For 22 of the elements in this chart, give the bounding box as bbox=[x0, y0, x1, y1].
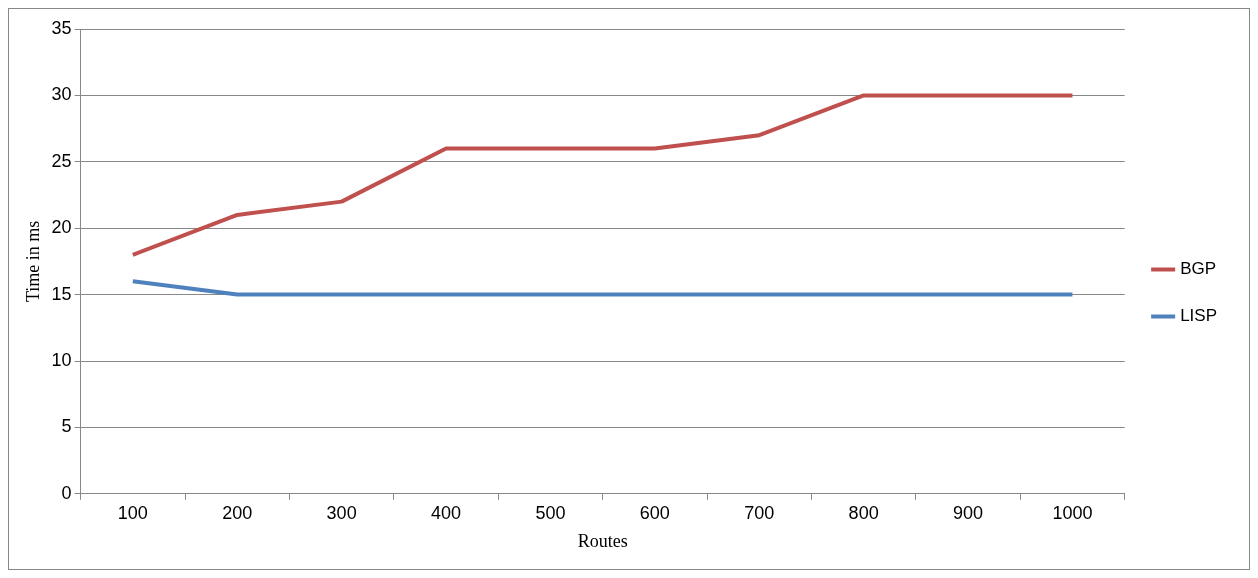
x-tick-label: 200 bbox=[222, 502, 253, 523]
x-tick-label: 400 bbox=[431, 502, 462, 523]
x-tick-label: 700 bbox=[744, 502, 775, 523]
x-tick-label: 1000 bbox=[1052, 502, 1093, 523]
y-tick-label: 15 bbox=[51, 283, 72, 304]
y-tick-label: 10 bbox=[51, 349, 72, 370]
x-tick-label: 300 bbox=[326, 502, 357, 523]
x-tick-label: 600 bbox=[639, 502, 670, 523]
legend-label: BGP bbox=[1180, 259, 1217, 279]
x-tick-label: 500 bbox=[535, 502, 566, 523]
y-axis-title: Time in ms bbox=[22, 220, 43, 303]
y-tick-label: 30 bbox=[51, 84, 72, 105]
y-tick-label: 25 bbox=[51, 150, 72, 171]
y-tick-label: 20 bbox=[51, 217, 72, 238]
x-tick-label: 800 bbox=[848, 502, 879, 523]
x-axis-title: Routes bbox=[577, 530, 628, 551]
y-tick-label: 0 bbox=[61, 482, 72, 503]
x-tick-label: 900 bbox=[953, 502, 984, 523]
y-tick-label: 35 bbox=[51, 17, 72, 38]
x-tick-label: 100 bbox=[117, 502, 148, 523]
y-tick-label: 5 bbox=[61, 416, 72, 437]
legend-label: LISP bbox=[1180, 306, 1217, 326]
